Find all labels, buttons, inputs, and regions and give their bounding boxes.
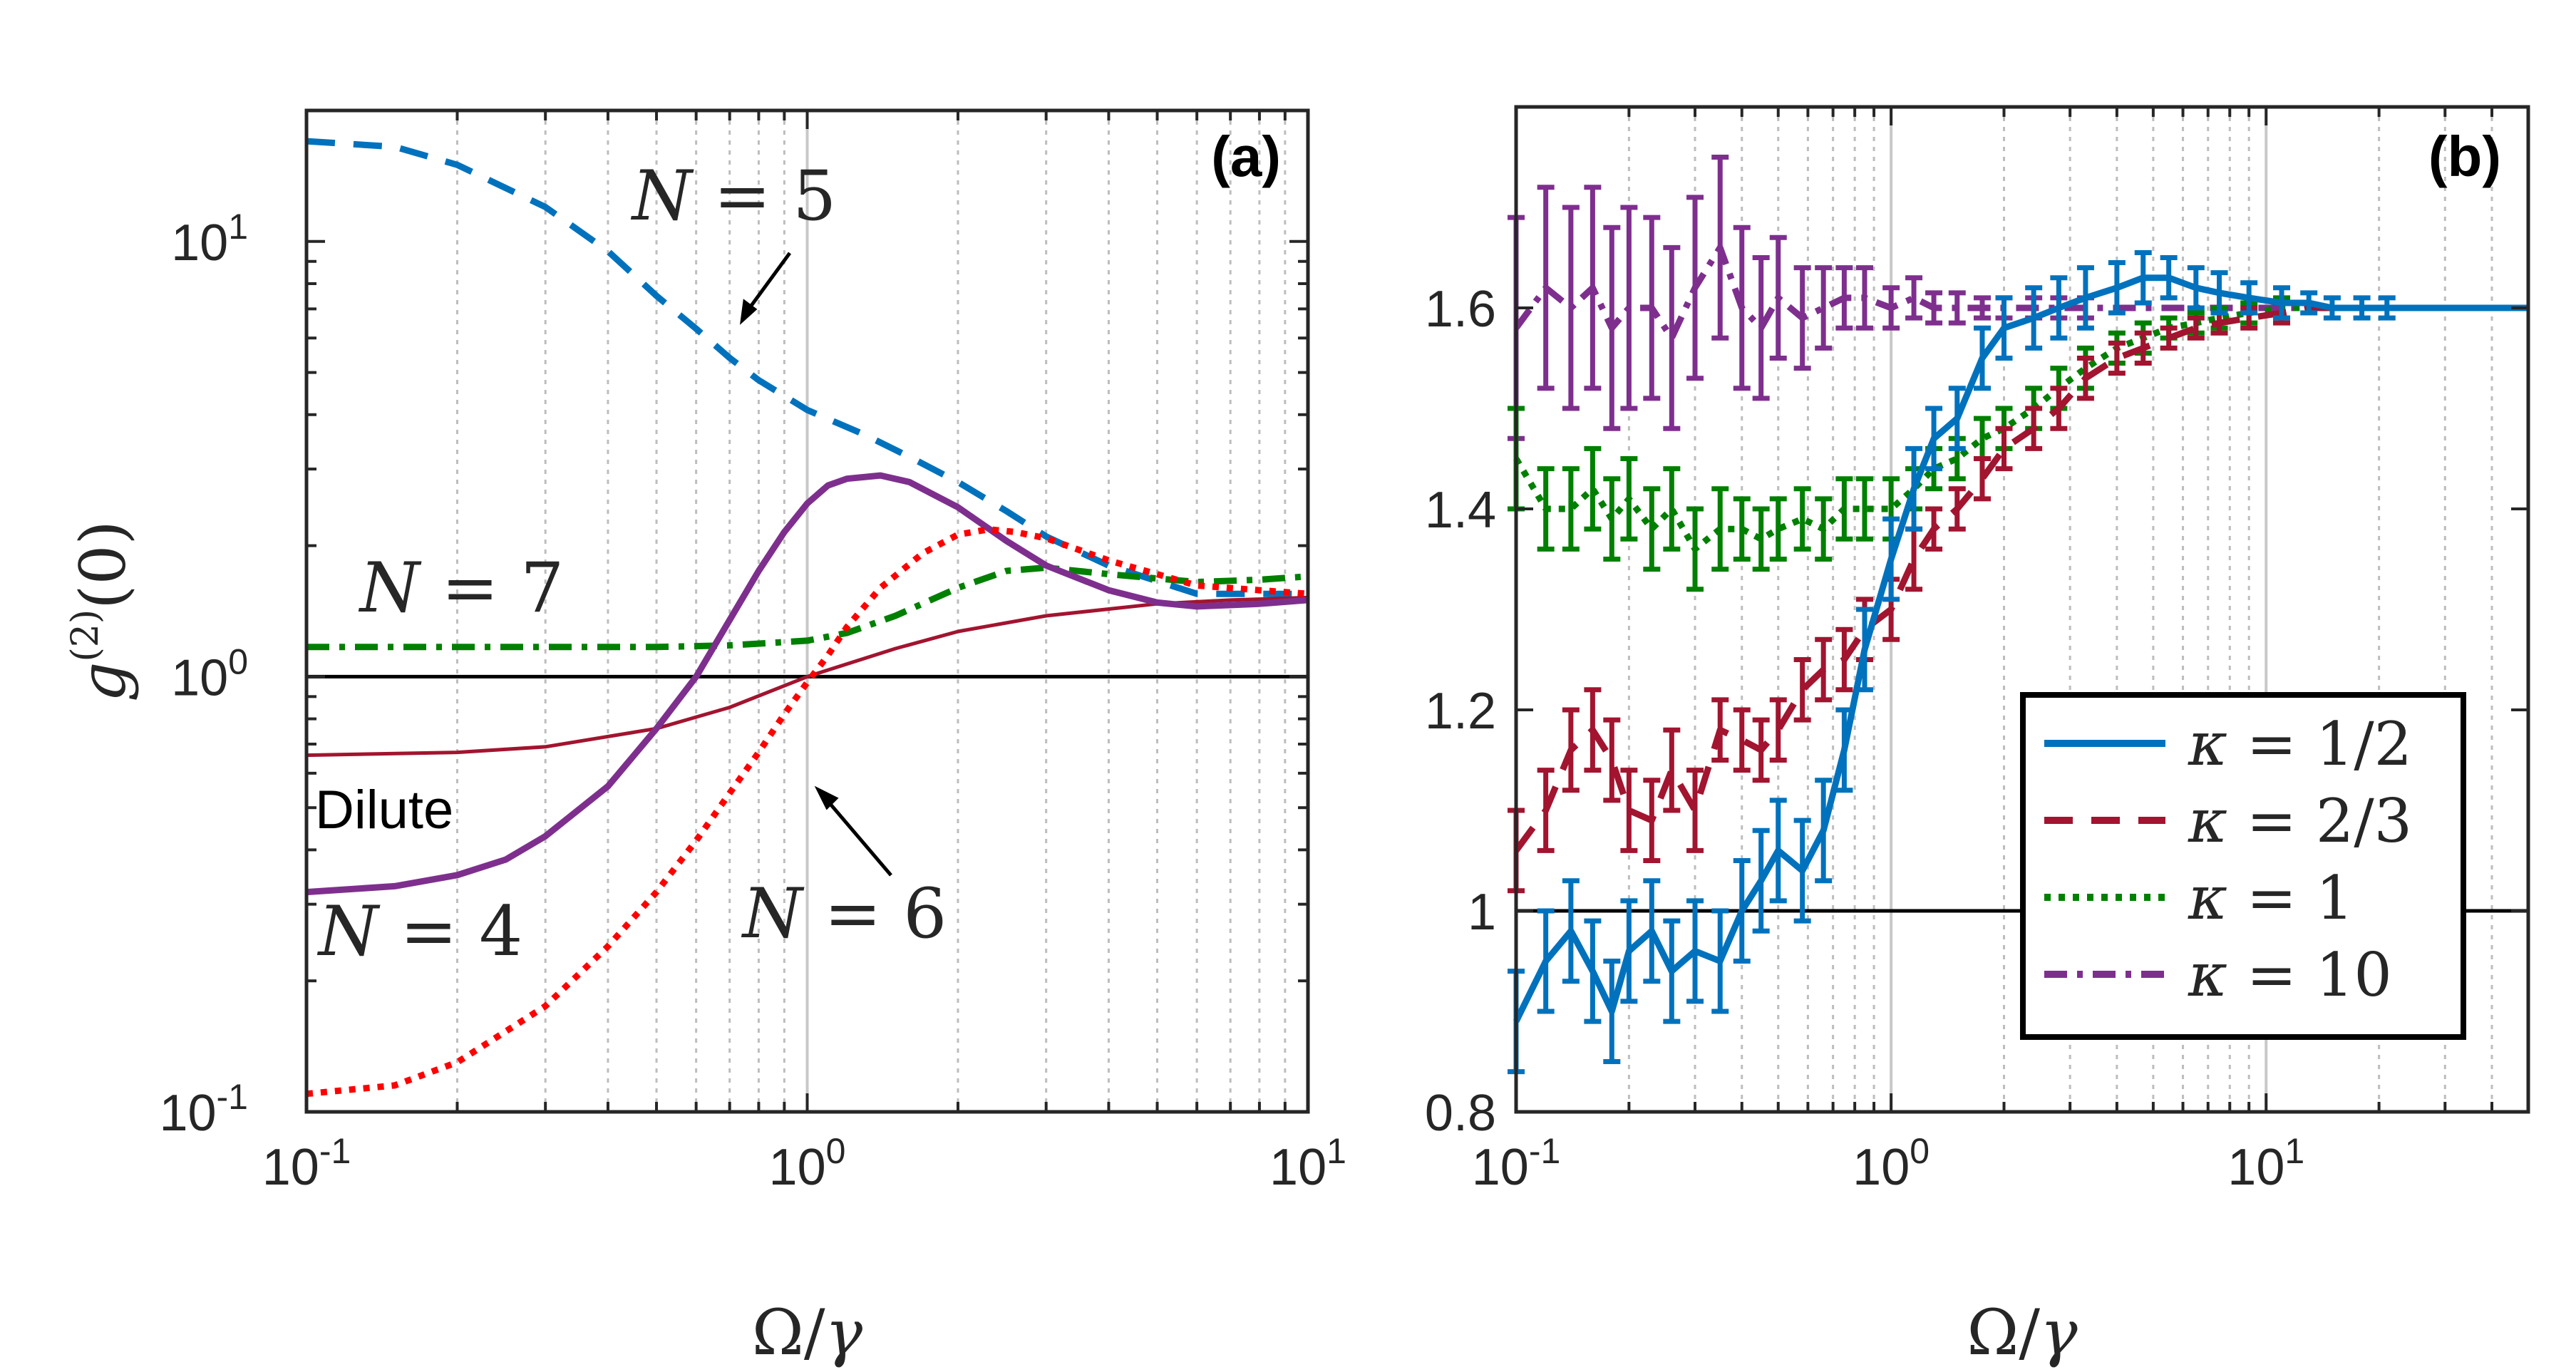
y-tick-label-base: 10 xyxy=(171,215,228,272)
y-axis-label-sup: (2) xyxy=(64,609,107,662)
legend-label-23-rest: = 2/3 xyxy=(2227,786,2412,856)
x-tick-label: 10-1 xyxy=(262,1131,351,1196)
annotation-n7-rest: = 7 xyxy=(420,548,565,628)
y-axis-label-arg: (0) xyxy=(66,520,140,609)
annotation-n7: N = 7 xyxy=(359,548,565,628)
annotation-n5-var: N xyxy=(631,156,694,236)
x-tick-label-base: 10 xyxy=(2227,1139,2284,1196)
y-tick-label: 101 xyxy=(171,207,248,272)
x-axis-label-slash: / xyxy=(2019,1296,2040,1369)
annotation-n4-var: N xyxy=(317,892,381,971)
x-axis-label: Ω/γ xyxy=(752,1296,863,1369)
legend-box xyxy=(2020,692,2466,1040)
x-tick-label: 101 xyxy=(1269,1131,1346,1196)
y-axis-label: g(2)(0) xyxy=(64,520,140,702)
legend-label-1: κ = 1 xyxy=(2188,863,2354,933)
series-line-N7 xyxy=(306,564,1309,651)
x-tick-label-base: 10 xyxy=(1269,1139,1326,1196)
y-tick-label-exp: 1 xyxy=(228,207,248,247)
annotation-arrowhead-n5 xyxy=(739,299,758,325)
y-tick-label: 1.2 xyxy=(1425,683,1496,740)
annotation-arrow-n6 xyxy=(824,797,892,877)
y-tick-label-base: 10 xyxy=(159,1085,216,1142)
x-tick-label-exp: 1 xyxy=(1326,1131,1346,1171)
panel-label-a: (a) xyxy=(1211,125,1281,188)
annotation-arrow-n5 xyxy=(745,252,792,313)
legend-label-23-var: κ xyxy=(2188,786,2227,856)
x-tick-label-exp: 0 xyxy=(826,1131,846,1171)
legend-label-23: κ = 2/3 xyxy=(2188,786,2412,856)
annotation-n6: N = 6 xyxy=(741,874,947,954)
series-line-23 xyxy=(1513,304,2528,853)
legend-label-10-var: κ xyxy=(2188,940,2227,1010)
x-tick-label-exp: 1 xyxy=(2284,1131,2304,1171)
y-tick-label-exp: 0 xyxy=(228,641,248,681)
x-tick-label: 100 xyxy=(1853,1131,1930,1196)
x-axis-label-num: Ω xyxy=(1967,1296,2019,1369)
x-tick-label-base: 10 xyxy=(1472,1139,1529,1196)
legend: κ = 1/2κ = 2/3κ = 1κ = 10 xyxy=(2020,692,2466,1040)
annotation-n6-var: N xyxy=(741,874,805,954)
x-axis-label-den: γ xyxy=(2040,1296,2078,1369)
y-tick-label: 1 xyxy=(1468,884,1496,941)
x-tick-label: 100 xyxy=(769,1131,846,1196)
y-tick-label-base: 10 xyxy=(171,649,228,706)
y-tick-label: 10-1 xyxy=(159,1077,248,1142)
y-tick-label: 1.4 xyxy=(1425,482,1496,539)
x-axis-label-slash: / xyxy=(804,1296,825,1369)
x-axis-label-num: Ω xyxy=(752,1296,804,1369)
annotation-n4: N = 4 xyxy=(317,892,523,971)
x-tick-label: 101 xyxy=(2227,1131,2304,1196)
axes-box xyxy=(1514,105,2530,1114)
x-tick-label-exp: -1 xyxy=(1529,1131,1560,1171)
legend-label-1-rest: = 1 xyxy=(2227,863,2354,933)
x-tick-label: 10-1 xyxy=(1472,1131,1561,1196)
legend-label-12-rest: = 1/2 xyxy=(2227,709,2412,779)
series-line-10 xyxy=(1513,244,2528,341)
y-axis-label-g: g xyxy=(66,661,140,701)
y-tick-label: 100 xyxy=(171,641,248,706)
y-tick-label: 0.8 xyxy=(1425,1085,1496,1142)
series-line-N5 xyxy=(306,138,1308,597)
x-tick-label-base: 10 xyxy=(1853,1139,1910,1196)
y-tick-label-exp: -1 xyxy=(217,1077,248,1117)
series-line-N6 xyxy=(306,526,1309,1098)
annotation-n7-var: N xyxy=(359,548,422,628)
legend-label-10-rest: = 10 xyxy=(2227,940,2392,1010)
x-axis-label-den: γ xyxy=(825,1296,863,1369)
legend-label-1-var: κ xyxy=(2188,863,2227,933)
x-tick-label-exp: 0 xyxy=(1910,1131,1930,1171)
annotation-dilute: Dilute xyxy=(315,780,453,840)
series-line-12 xyxy=(1513,274,2528,1023)
annotation-arrowhead-n6 xyxy=(814,785,839,810)
legend-label-10: κ = 10 xyxy=(2188,940,2392,1010)
x-axis-label: Ω/γ xyxy=(1967,1296,2078,1369)
legend-label-12: κ = 1/2 xyxy=(2188,709,2412,779)
legend-label-12-var: κ xyxy=(2188,709,2227,779)
x-tick-label-base: 10 xyxy=(769,1139,826,1196)
x-tick-label-exp: -1 xyxy=(319,1131,351,1171)
annotation-n5: N = 5 xyxy=(631,156,837,236)
panel-label-b: (b) xyxy=(2428,125,2501,188)
annotation-n5-rest: = 5 xyxy=(692,156,837,236)
annotation-n4-rest: = 4 xyxy=(378,892,523,971)
annotation-n6-rest: = 6 xyxy=(803,874,947,954)
y-tick-label: 1.6 xyxy=(1425,281,1496,338)
x-tick-label-base: 10 xyxy=(262,1139,319,1196)
series-line-N4 xyxy=(306,472,1309,896)
